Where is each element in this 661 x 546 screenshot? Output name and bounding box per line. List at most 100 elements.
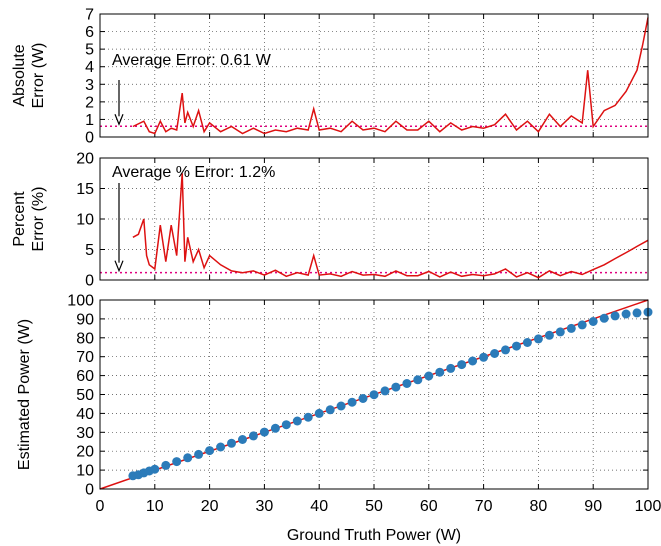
data-point — [227, 438, 236, 448]
x-tick-label: 0 — [96, 498, 105, 515]
estimated-power-x-ticks: 0 10 20 30 40 50 60 70 80 90 100 — [96, 300, 661, 515]
x-tick-label: 60 — [420, 498, 438, 515]
y-tick-label: 90 — [76, 311, 94, 328]
percent-error-frame — [99, 157, 649, 281]
y-tick-label: 60 — [76, 368, 94, 385]
data-point — [468, 356, 478, 366]
x-tick-label: 80 — [530, 498, 548, 515]
y-tick-label: 20 — [76, 444, 94, 461]
percent-error-ylabel-line2: Error (%) — [30, 187, 47, 252]
percent-error-y-ticks: 0 5 10 15 20 — [76, 151, 648, 290]
x-tick-label: 10 — [146, 498, 164, 515]
absolute-error-annotation: Average Error: 0.61 W — [112, 52, 272, 69]
data-point — [490, 349, 500, 358]
data-point — [391, 382, 401, 392]
absolute-error-ylabel-line2: Error (W) — [30, 43, 47, 109]
data-point — [435, 367, 445, 377]
y-tick-label: 70 — [76, 349, 94, 366]
data-point — [544, 330, 554, 340]
data-point — [555, 327, 565, 337]
y-tick-label: 50 — [76, 387, 94, 404]
percent-error-panel: 0 5 10 15 20 Average % Error: 1.2% Percent E… — [11, 151, 649, 290]
data-point — [566, 323, 576, 333]
estimated-power-points — [128, 307, 653, 481]
data-point — [238, 435, 247, 444]
y-tick-label: 7 — [85, 7, 94, 24]
y-tick-label: 0 — [85, 482, 94, 499]
absolute-error-series-line — [132, 17, 649, 135]
percent-error-series-line — [132, 173, 649, 279]
annotation-arrow-head — [114, 114, 124, 126]
y-tick-label: 20 — [76, 151, 94, 168]
data-point — [632, 308, 642, 318]
data-point — [347, 397, 357, 407]
data-point — [621, 309, 631, 319]
data-point — [457, 360, 467, 370]
y-tick-label: 30 — [76, 425, 94, 442]
data-point — [369, 390, 379, 400]
y-tick-label: 3 — [85, 77, 94, 94]
percent-error-grid — [100, 158, 648, 280]
data-point — [216, 442, 226, 452]
data-point — [402, 379, 412, 388]
percent-error-annotation: Average % Error: 1.2% — [112, 164, 275, 181]
y-tick-label: 0 — [85, 130, 94, 147]
data-point — [588, 317, 598, 326]
data-point — [259, 427, 269, 437]
data-point — [314, 408, 324, 418]
y-tick-label: 80 — [76, 330, 94, 347]
data-point — [270, 423, 280, 433]
data-point — [194, 449, 204, 459]
x-tick-label: 20 — [201, 498, 219, 515]
absolute-error-ylabel-line1: Absolute — [11, 44, 28, 106]
data-point — [424, 371, 434, 381]
y-tick-label: 40 — [76, 406, 94, 423]
data-point — [303, 412, 313, 422]
absolute-error-frame — [99, 13, 649, 138]
data-point — [479, 352, 489, 362]
data-point — [533, 334, 543, 344]
data-point — [336, 401, 346, 411]
y-tick-label: 15 — [76, 181, 94, 198]
data-point — [380, 386, 390, 396]
ground-truth-xlabel: Ground Truth Power (W) — [287, 527, 461, 544]
data-point — [292, 416, 302, 426]
data-point — [150, 464, 160, 474]
x-tick-label: 90 — [584, 498, 602, 515]
data-point — [325, 405, 335, 415]
y-tick-label: 5 — [85, 42, 94, 59]
estimated-power-frame — [99, 299, 649, 490]
annotation-arrow-head — [114, 260, 124, 273]
estimated-power-ylabel: Estimated Power (W) — [16, 319, 33, 470]
y-tick-label: 10 — [76, 212, 94, 229]
data-point — [522, 338, 532, 347]
data-point — [248, 431, 258, 441]
y-tick-label: 1 — [85, 112, 94, 129]
data-point — [358, 394, 368, 403]
data-point — [172, 457, 182, 467]
x-tick-label: 50 — [365, 498, 383, 515]
absolute-error-grid — [100, 14, 648, 137]
data-point — [610, 311, 620, 321]
y-tick-label: 10 — [76, 463, 94, 480]
y-tick-label: 4 — [85, 59, 94, 76]
data-point — [446, 363, 456, 373]
data-point — [281, 420, 291, 430]
percent-error-annotation-arrow — [114, 183, 124, 273]
data-point — [599, 313, 609, 323]
data-point — [183, 453, 193, 463]
data-point — [577, 320, 587, 330]
data-point — [501, 345, 510, 355]
x-tick-label: 100 — [635, 498, 661, 515]
y-tick-label: 100 — [67, 293, 94, 310]
x-tick-label: 30 — [256, 498, 274, 515]
percent-error-ylabel-line1: Percent — [11, 191, 28, 247]
data-point — [512, 341, 521, 351]
y-tick-label: 5 — [85, 242, 94, 259]
data-point — [161, 460, 171, 470]
